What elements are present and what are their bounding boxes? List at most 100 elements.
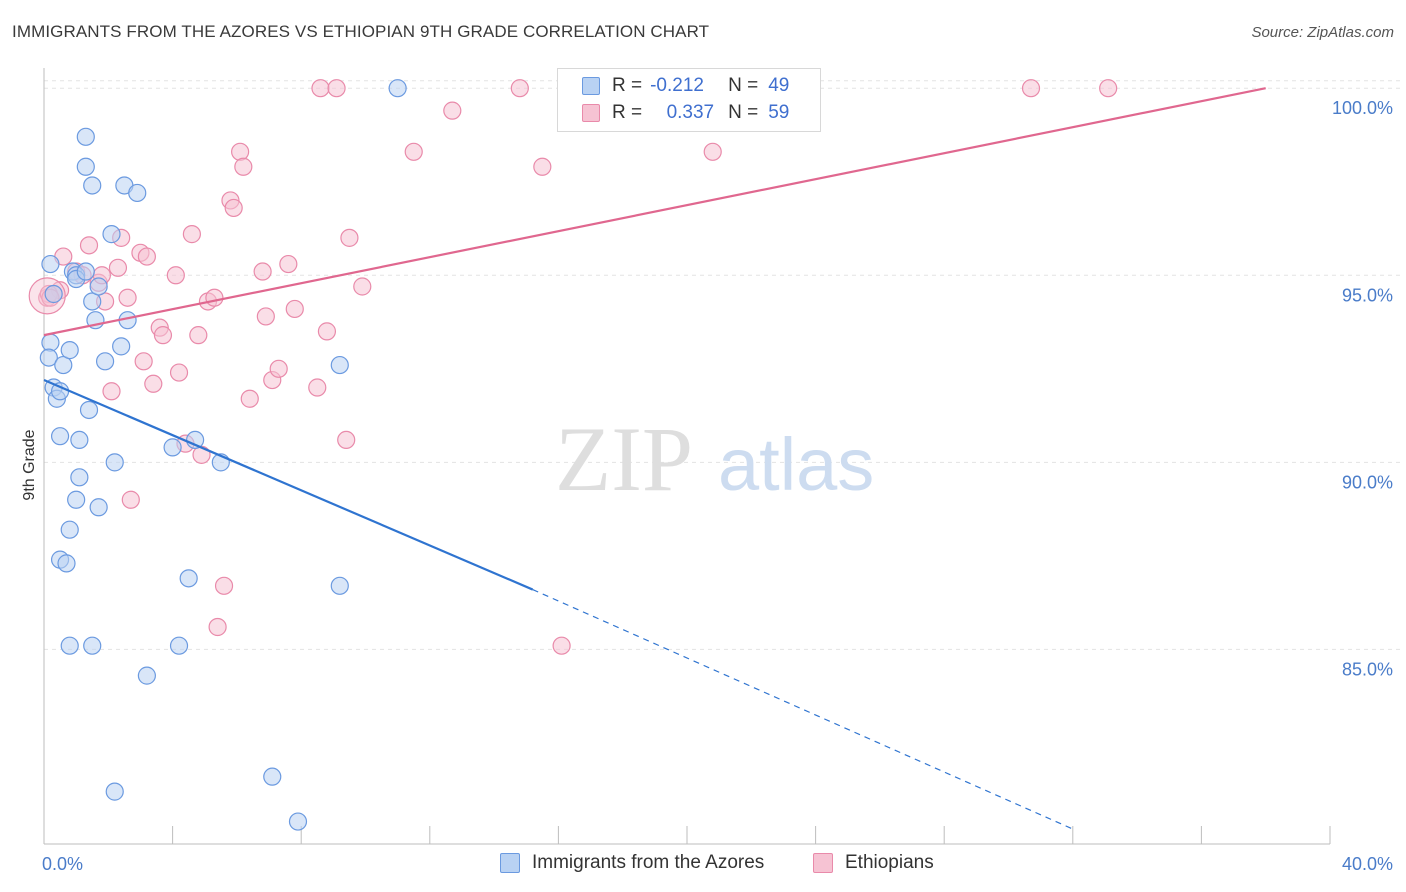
ethiopians-point — [308, 378, 327, 397]
azores-point — [330, 355, 349, 375]
ethiopians-point — [269, 359, 288, 378]
ethiopians-point — [189, 326, 208, 345]
ethiopians-point — [240, 389, 259, 408]
azores-point — [54, 355, 73, 375]
legend-r-value-azores: -0.212 — [650, 75, 704, 96]
azores-point — [76, 262, 95, 281]
ethiopians-point — [510, 79, 529, 98]
azores-point — [89, 277, 108, 296]
azores-point — [388, 79, 407, 98]
legend-r-value-ethiopians: 0.337 — [666, 102, 715, 123]
azores-point — [137, 666, 156, 685]
tick-labels: 100.0% 95.0% 90.0% 85.0% 0.0% 40.0% — [42, 98, 1393, 874]
legend-n-label: N = — [728, 75, 759, 96]
azores-point — [169, 636, 189, 655]
series-legend-ethiopians[interactable]: Ethiopians — [813, 852, 934, 874]
azores-point — [83, 176, 102, 195]
azores-point — [76, 127, 95, 146]
ethiopians-point — [317, 322, 337, 341]
y-tick-label: 85.0% — [1342, 659, 1393, 679]
azores-point — [112, 337, 131, 356]
ethiopians-point — [353, 277, 372, 296]
ethiopians-point — [208, 617, 227, 637]
ethiopians-point — [102, 382, 121, 401]
legend-n-value-ethiopians: 59 — [768, 102, 790, 123]
azores-point — [128, 183, 147, 203]
ethiopians-point — [169, 363, 189, 382]
legend-row-azores: R = -0.212 N = 49 — [582, 73, 789, 99]
series-legend-label-ethiopians: Ethiopians — [845, 852, 934, 873]
correlation-legend: R = -0.212 N = 49 R = 0.337 N = 59 — [557, 68, 821, 132]
ethiopians-point — [153, 326, 173, 345]
azores-point — [83, 292, 102, 311]
ethiopians-point — [1099, 79, 1118, 98]
legend-row-ethiopians: R = 0.337 N = 59 — [582, 100, 789, 126]
series-legend-label-azores: Immigrants from the Azores — [532, 852, 765, 873]
azores-point — [76, 157, 95, 176]
legend-r-label: R = — [612, 102, 643, 123]
ethiopians-point — [533, 157, 552, 176]
series-swatch-ethiopians — [813, 853, 833, 873]
ethiopians-point — [182, 225, 201, 244]
azores-point — [39, 348, 58, 367]
ethiopians-point — [214, 576, 234, 595]
azores-point — [50, 427, 70, 446]
axes — [43, 68, 1331, 845]
ethiopians-point — [137, 247, 156, 266]
azores-point — [288, 812, 308, 831]
azores-point — [83, 636, 102, 655]
ethiopians-point — [703, 142, 722, 161]
ethiopians-point — [552, 636, 571, 655]
legend-r-label: R = — [612, 75, 643, 96]
series-swatch-azores — [500, 853, 520, 873]
ethiopians-point — [224, 198, 243, 218]
azores-point — [89, 498, 108, 517]
watermark: ZIP atlas — [555, 408, 874, 510]
trend-lines — [43, 87, 1266, 830]
azores-point — [67, 490, 86, 509]
azores-points — [39, 79, 407, 831]
ethiopians-point — [144, 374, 163, 393]
series-legend: Immigrants from the Azores Ethiopians — [0, 852, 1406, 876]
azores-point — [57, 554, 76, 573]
ethiopians-point — [311, 79, 330, 98]
azores-point — [105, 782, 124, 801]
watermark-zip: ZIP — [555, 408, 693, 510]
x-tick-label: 40.0% — [1342, 854, 1393, 874]
azores-point — [60, 341, 79, 360]
y-axis-label: 9th Grade — [21, 429, 38, 500]
watermark-atlas: atlas — [718, 423, 874, 506]
azores-point — [102, 225, 121, 244]
y-tick-label: 95.0% — [1342, 285, 1393, 305]
azores-point — [60, 636, 79, 655]
ethiopians-point — [205, 288, 224, 307]
azores-point — [70, 468, 89, 487]
legend-n-label: N = — [728, 102, 759, 123]
ethiopians-point — [340, 228, 359, 247]
ethiopians-point — [327, 79, 346, 98]
ethiopians-point — [443, 101, 462, 120]
azores-point — [79, 400, 99, 420]
ethiopians-point — [192, 445, 211, 464]
ethiopians-point — [404, 142, 423, 161]
azores-point — [263, 767, 282, 786]
series-legend-azores[interactable]: Immigrants from the Azores — [500, 852, 764, 874]
source-label: Source: ZipAtlas.com — [1251, 24, 1394, 41]
azores-point — [330, 576, 349, 595]
ethiopians-point — [1021, 79, 1041, 98]
ethiopians-point — [279, 254, 298, 274]
x-tick-label: 0.0% — [42, 854, 83, 874]
ethiopians-point — [253, 262, 272, 281]
y-tick-label: 100.0% — [1332, 98, 1393, 118]
azores-point — [179, 569, 198, 588]
azores-point — [163, 438, 182, 457]
legend-n-value-azores: 49 — [768, 75, 790, 96]
ethiopians-point — [79, 236, 99, 255]
azores-trend-line — [43, 379, 534, 591]
ethiopians-point — [121, 490, 140, 509]
legend-swatch-ethiopians — [582, 104, 600, 122]
azores-point — [105, 453, 124, 472]
chart-title: IMMIGRANTS FROM THE AZORES VS ETHIOPIAN … — [12, 22, 710, 41]
ethiopians-points — [28, 79, 1118, 655]
